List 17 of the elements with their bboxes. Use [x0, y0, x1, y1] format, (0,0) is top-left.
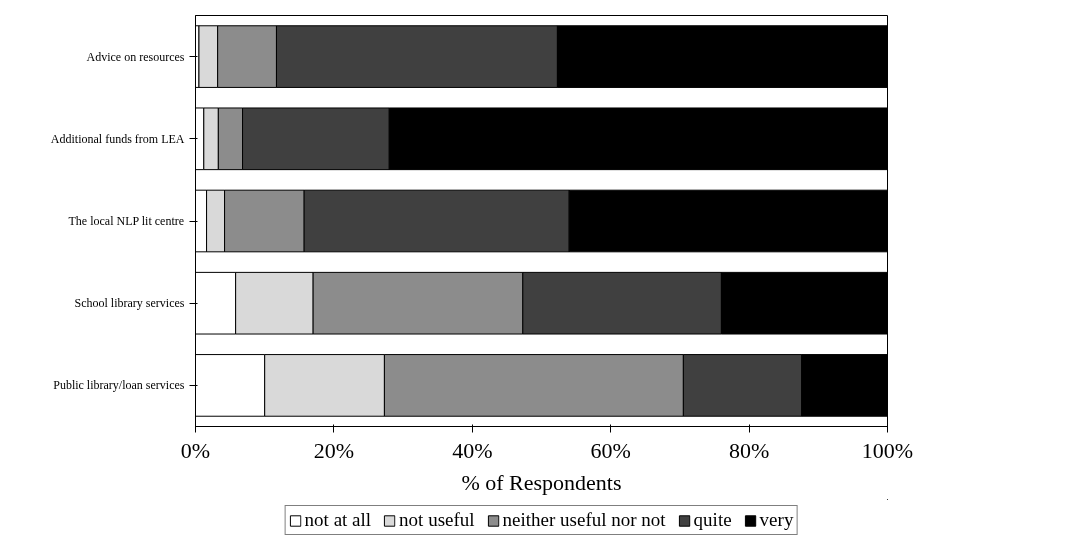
y-tick-label: Public library/loan services — [53, 378, 185, 393]
y-tick-label: School library services — [74, 296, 185, 311]
x-axis-title: % of Respondents — [461, 469, 622, 495]
y-tick-label: Advice on resources — [86, 49, 185, 64]
x-tick-label: 80% — [728, 437, 770, 463]
x-tick-label: 100% — [861, 437, 914, 463]
x-tick-label: 60% — [590, 437, 631, 463]
legend-label: not useful — [399, 509, 475, 531]
x-tick-label: 0% — [180, 437, 211, 463]
x-tick-label: 20% — [313, 437, 355, 463]
legend-label: very — [759, 509, 794, 531]
legend-label: quite — [693, 509, 732, 531]
y-tick-label: Additional funds from LEA — [50, 131, 185, 146]
legend-label: not at all — [304, 509, 372, 531]
x-tick-label: 40% — [452, 437, 493, 463]
y-tick-label: The local NLP lit centre — [68, 214, 185, 228]
legend-label: neither useful nor not — [502, 509, 666, 531]
